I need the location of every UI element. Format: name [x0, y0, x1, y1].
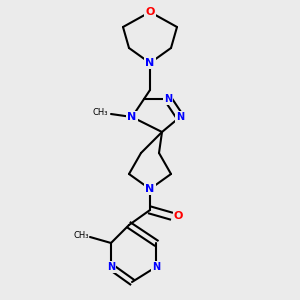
- Text: N: N: [176, 112, 184, 122]
- Text: N: N: [152, 262, 160, 272]
- Text: CH₃: CH₃: [73, 231, 88, 240]
- Text: N: N: [107, 262, 115, 272]
- Text: N: N: [146, 58, 154, 68]
- Text: N: N: [128, 112, 136, 122]
- Text: N: N: [164, 94, 172, 104]
- Text: N: N: [146, 184, 154, 194]
- Text: O: O: [174, 211, 183, 221]
- Text: CH₃: CH₃: [92, 108, 108, 117]
- Text: O: O: [145, 7, 155, 17]
